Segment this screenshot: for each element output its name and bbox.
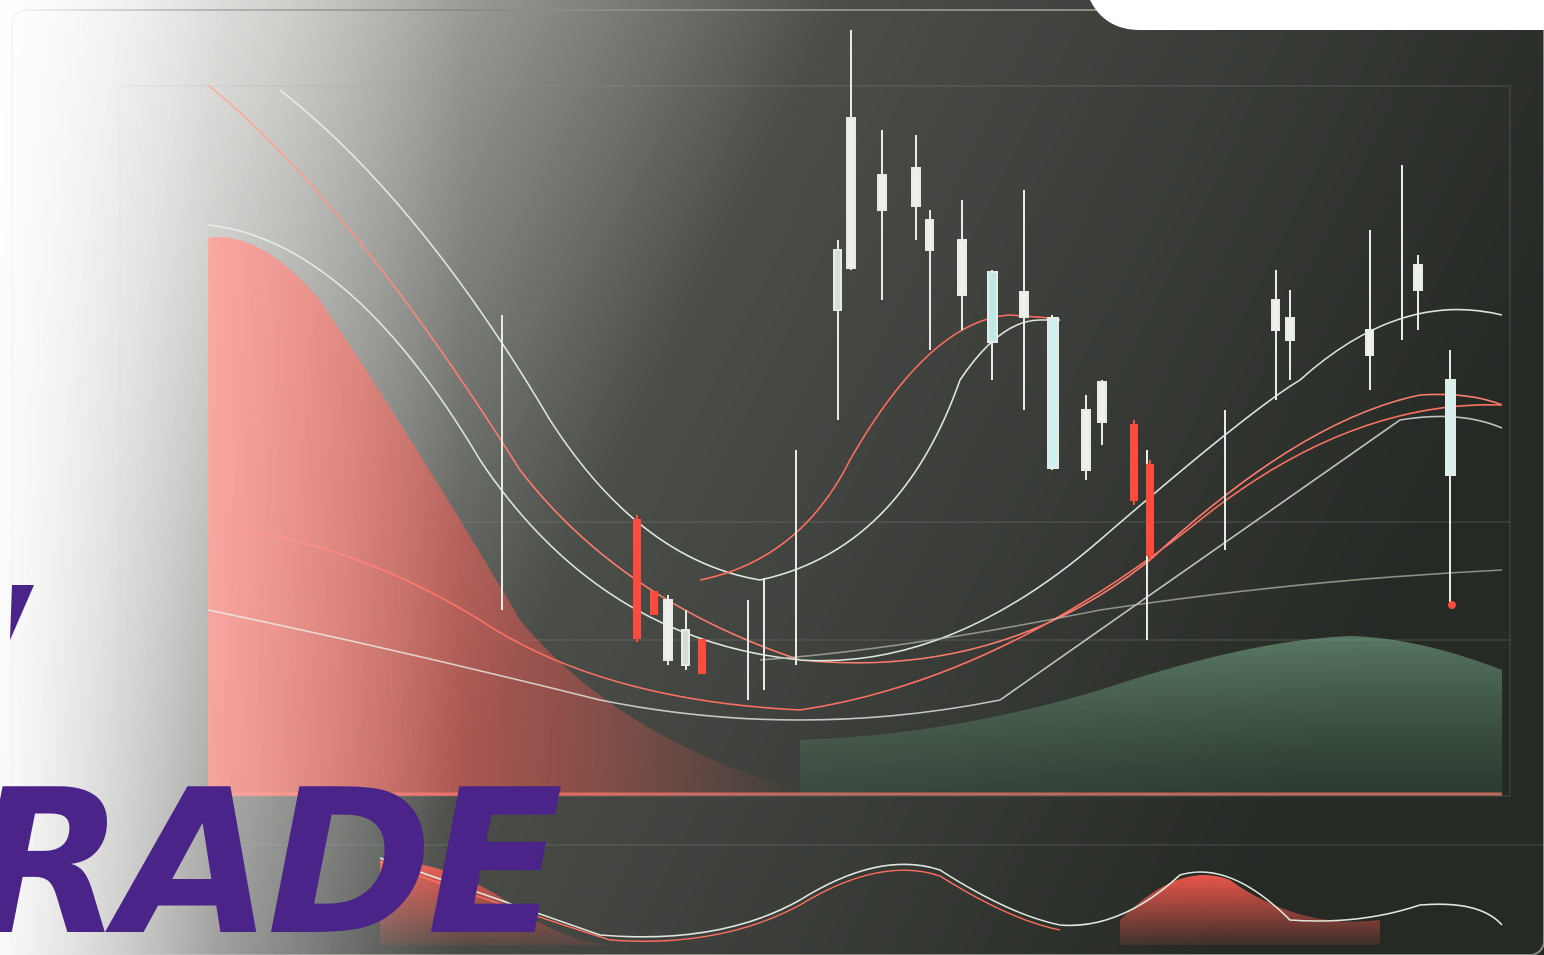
banner-text: RADE: [0, 747, 561, 955]
letter-fragment: [10, 585, 34, 640]
